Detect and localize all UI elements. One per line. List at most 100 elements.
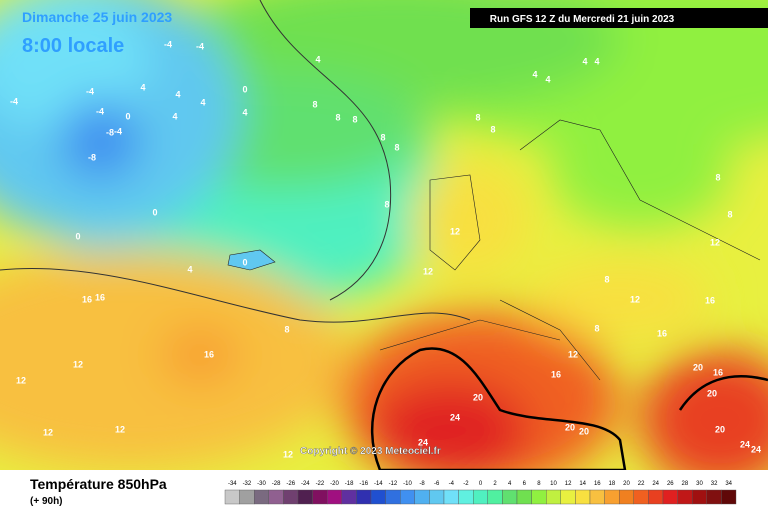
legend-swatch <box>648 489 664 505</box>
footer-title: Température 850hPa <box>30 476 167 492</box>
contour-label: 12 <box>450 226 460 236</box>
legend-label: -30 <box>257 481 266 487</box>
legend-label: 8 <box>537 481 541 487</box>
contour-label: 12 <box>43 427 53 437</box>
legend-swatch <box>443 489 459 505</box>
legend-label: -14 <box>374 481 383 487</box>
contour-label: 16 <box>657 328 667 338</box>
contour-label: 8 <box>727 209 732 219</box>
legend-label: 28 <box>682 481 689 487</box>
contour-label: 0 <box>242 257 247 267</box>
legend-swatch <box>239 489 255 505</box>
contour-label: 0 <box>125 111 130 121</box>
legend-swatch <box>370 489 386 505</box>
legend-label: 4 <box>508 481 512 487</box>
contour-label: 12 <box>710 237 720 247</box>
contour-label: 16 <box>82 294 92 304</box>
contour-label: 8 <box>604 274 609 284</box>
legend-swatch <box>487 489 503 505</box>
legend-label: -16 <box>359 481 368 487</box>
contour-label: 12 <box>283 449 293 459</box>
contour-label: -4 <box>86 86 94 96</box>
legend-swatch <box>473 489 489 505</box>
contour-label: 16 <box>713 367 723 377</box>
contour-label: 4 <box>187 264 192 274</box>
contour-label: 24 <box>740 439 750 449</box>
contour-label: 4 <box>172 111 177 121</box>
contour-label: 16 <box>705 295 715 305</box>
contour-label: 0 <box>242 84 247 94</box>
legend-swatch <box>721 489 737 505</box>
contour-label: 12 <box>115 424 125 434</box>
contour-label: 16 <box>551 369 561 379</box>
contour-label: 4 <box>175 89 180 99</box>
legend-swatch <box>224 489 240 505</box>
contour-label: 20 <box>565 422 575 432</box>
legend-label: -20 <box>330 481 339 487</box>
legend-swatch <box>253 489 269 505</box>
contour-label: -4 <box>196 41 204 51</box>
run-box <box>470 8 768 28</box>
contour-label: 8 <box>490 124 495 134</box>
contour-label: 8 <box>380 132 385 142</box>
contour-label: 4 <box>200 97 205 107</box>
legend-swatch <box>560 489 576 505</box>
legend-label: 22 <box>638 481 645 487</box>
contour-label: 12 <box>16 375 26 385</box>
legend-swatch <box>341 489 357 505</box>
legend-label: -24 <box>301 481 310 487</box>
contour-label: 0 <box>75 231 80 241</box>
legend-swatch <box>575 489 591 505</box>
contour-label: 8 <box>394 142 399 152</box>
contour-label: 20 <box>707 388 717 398</box>
contour-label: -8 <box>106 127 114 137</box>
legend-label: 0 <box>479 481 483 487</box>
legend-label: -34 <box>228 481 237 487</box>
legend-label: 24 <box>652 481 659 487</box>
legend-swatch <box>604 489 620 505</box>
contour-label: 12 <box>73 359 83 369</box>
legend-swatch <box>692 489 708 505</box>
legend-label: 30 <box>696 481 703 487</box>
contour-label: 4 <box>242 107 247 117</box>
contour-label: 4 <box>545 74 550 84</box>
legend-swatch <box>268 489 284 505</box>
legend-label: -28 <box>272 481 281 487</box>
contour-label: 8 <box>384 199 389 209</box>
contour-label: 4 <box>532 69 537 79</box>
contour-label: 4 <box>140 82 145 92</box>
legend-label: 12 <box>565 481 572 487</box>
run-info: Run GFS 12 Z du Mercredi 21 juin 2023 <box>490 14 675 25</box>
legend-swatch <box>327 489 343 505</box>
legend-swatch <box>546 489 562 505</box>
contour-label: 24 <box>450 412 460 422</box>
legend-label: -22 <box>316 481 325 487</box>
legend-swatch <box>706 489 722 505</box>
color-legend: -34 -32 -30 -28 -26 -24 -22 -20 -18 -16 -14 -12 -10-… <box>224 481 737 505</box>
legend-swatch <box>589 489 605 505</box>
legend-swatch <box>502 489 518 505</box>
legend-label: -6 <box>434 481 440 487</box>
local-time: 8:00 locale <box>22 35 124 57</box>
contour-label: -4 <box>96 106 104 116</box>
legend-label: 10 <box>550 481 557 487</box>
legend-label: 26 <box>667 481 674 487</box>
legend-swatch <box>312 489 328 505</box>
legend-swatch <box>356 489 372 505</box>
contour-label: 24 <box>418 437 428 447</box>
legend-label: 16 <box>594 481 601 487</box>
legend-swatch <box>400 489 416 505</box>
contour-label: 12 <box>568 349 578 359</box>
contour-label: 12 <box>630 294 640 304</box>
legend-label: -8 <box>419 481 425 487</box>
legend-swatch <box>662 489 678 505</box>
contour-label: 16 <box>204 349 214 359</box>
legend-swatch <box>297 489 313 505</box>
contour-label: 8 <box>352 114 357 124</box>
legend-swatch <box>385 489 401 505</box>
legend-swatch <box>633 489 649 505</box>
contour-label: 20 <box>693 362 703 372</box>
legend-label: -4 <box>449 481 455 487</box>
